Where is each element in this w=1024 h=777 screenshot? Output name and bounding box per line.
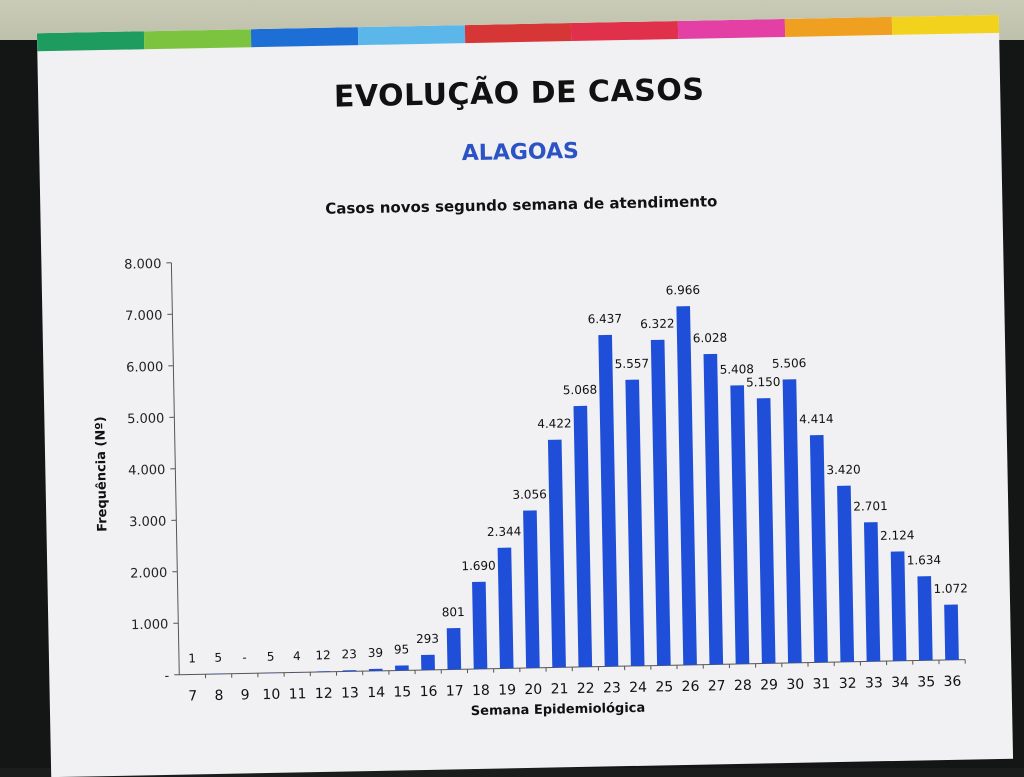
data-label: 1.072 [933, 581, 968, 596]
y-axis-label: Frequência (Nº) [93, 416, 110, 532]
y-tick-label: 2.000 [130, 566, 167, 582]
x-tick-label: 12 [315, 686, 333, 702]
data-label: 95 [394, 642, 410, 656]
data-label: 2.124 [880, 528, 915, 543]
bar [369, 669, 383, 671]
bar [523, 510, 540, 668]
y-tick-label: 5.000 [127, 411, 164, 427]
data-label: 801 [442, 605, 465, 619]
bar [395, 665, 409, 670]
presentation-slide: EVOLUÇÃO DE CASOS ALAGOAS Casos novos se… [37, 15, 1013, 777]
y-tick-label: 1.000 [131, 617, 168, 633]
x-tick-label: 13 [341, 685, 359, 701]
x-tick-label: 29 [760, 677, 778, 693]
x-tick-label: 11 [289, 686, 307, 702]
bar [421, 655, 435, 670]
y-tick-label: 3.000 [129, 514, 166, 530]
bar-chart: Frequência (Nº) Semana Epidemiológica - 1… [37, 15, 1013, 777]
x-tick-label: 10 [262, 687, 280, 703]
x-tick-label: 9 [241, 687, 250, 703]
x-tick-label: 26 [681, 679, 699, 695]
bar [917, 576, 932, 660]
data-label: 6.437 [588, 312, 623, 327]
data-label: 3.056 [512, 487, 547, 502]
y-tick-label: 7.000 [125, 308, 162, 324]
data-label: 6.322 [640, 317, 675, 332]
data-label: 2.701 [853, 499, 888, 514]
x-tick-label: 21 [550, 681, 568, 697]
x-tick-label: 27 [708, 678, 726, 694]
data-label: 3.420 [826, 462, 861, 477]
data-label: 6.966 [666, 283, 701, 298]
x-tick-label: 30 [786, 677, 804, 693]
data-label: 4.422 [537, 416, 572, 431]
bar [676, 306, 697, 665]
x-tick-label: 14 [367, 685, 385, 701]
data-label: 1.634 [907, 553, 942, 568]
bar [730, 385, 749, 664]
bar [625, 380, 644, 666]
x-tick-label: 25 [655, 679, 673, 695]
x-tick-label: 23 [603, 680, 621, 696]
data-label: 5 [214, 651, 222, 665]
data-label: 6.028 [693, 331, 728, 346]
x-tick-label: 31 [812, 676, 830, 692]
data-label: 23 [341, 647, 357, 661]
y-tick-label: 8.000 [124, 257, 161, 273]
x-tick-label: 22 [577, 681, 595, 697]
y-tick-label: - [164, 669, 169, 684]
bar [704, 354, 724, 665]
x-tick-label: 32 [839, 676, 857, 692]
x-tick-label: 7 [188, 688, 197, 704]
bar [944, 605, 959, 660]
bar [891, 551, 907, 661]
data-label: 1 [188, 651, 196, 665]
x-tick-label: 20 [524, 682, 542, 698]
bar [598, 335, 618, 667]
bar [498, 548, 514, 669]
x-tick-label: 8 [214, 688, 223, 704]
x-axis-label: Semana Epidemiológica [471, 701, 646, 719]
data-label: 5.506 [772, 356, 807, 371]
bar [447, 628, 461, 670]
x-tick-label: 15 [393, 684, 411, 700]
bar [757, 398, 776, 663]
bar [651, 340, 671, 666]
data-label: 5.068 [563, 383, 598, 398]
bar [864, 522, 880, 661]
data-label: 1.690 [461, 559, 496, 574]
data-label: 5.557 [615, 356, 650, 371]
data-label: 293 [416, 632, 439, 646]
x-tick-label: 33 [865, 675, 883, 691]
x-tick-label: 18 [472, 683, 490, 699]
data-label: - [242, 650, 247, 664]
data-label: 2.344 [487, 524, 522, 539]
x-tick-label: 28 [734, 678, 752, 694]
bar [837, 486, 854, 662]
x-tick-label: 36 [943, 674, 961, 690]
x-tick-label: 35 [917, 674, 935, 690]
x-tick-label: 19 [498, 682, 516, 698]
data-label: 5.150 [746, 375, 781, 390]
x-tick-label: 16 [419, 684, 437, 700]
x-tick-label: 17 [446, 683, 464, 699]
data-label: 12 [315, 648, 331, 662]
bar [548, 440, 566, 668]
bar [810, 435, 828, 663]
x-tick-label: 24 [629, 680, 647, 696]
data-label: 4.414 [799, 412, 834, 427]
x-tick-label: 34 [891, 675, 909, 691]
bar [472, 582, 487, 669]
y-tick-label: 4.000 [128, 463, 165, 479]
y-tick-label: 6.000 [126, 360, 163, 376]
data-label: 4 [293, 649, 301, 663]
data-label: 39 [368, 646, 384, 660]
data-label: 5 [267, 650, 275, 664]
bar [573, 406, 592, 667]
